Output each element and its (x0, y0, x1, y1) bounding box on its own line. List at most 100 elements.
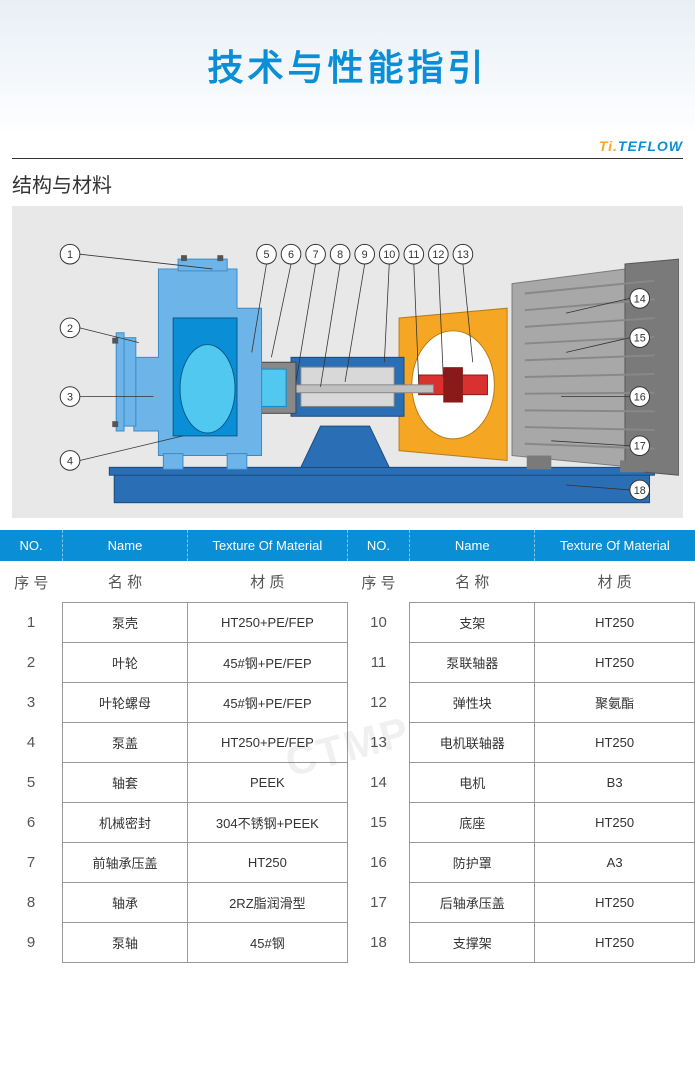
cell: 8 (0, 883, 63, 923)
cell: B3 (535, 763, 695, 803)
cell: HT250 (535, 643, 695, 683)
cell: 机械密封 (63, 803, 188, 843)
th-cn: 序 号 (0, 561, 63, 603)
cell: 12 (347, 683, 410, 723)
th-en: Texture Of Material (188, 530, 348, 561)
table-row: 4泵盖HT250+PE/FEP13电机联轴器HT250 (0, 723, 695, 763)
svg-text:1: 1 (67, 249, 73, 261)
svg-text:2: 2 (67, 323, 73, 335)
table-header-cn: 序 号名 称材 质序 号名 称材 质 (0, 561, 695, 603)
cell: 16 (347, 843, 410, 883)
cell: 45#钢+PE/FEP (188, 643, 348, 683)
cell: 泵壳 (63, 603, 188, 643)
brand-logo: Ti.TEFLOW (599, 138, 683, 154)
cell: HT250 (535, 883, 695, 923)
th-cn: 材 质 (535, 561, 695, 603)
cell: 轴套 (63, 763, 188, 803)
cell: 支架 (410, 603, 535, 643)
cell: 10 (347, 603, 410, 643)
cell: 18 (347, 923, 410, 963)
cell: 14 (347, 763, 410, 803)
th-en: Texture Of Material (535, 530, 695, 561)
cell: 支撑架 (410, 923, 535, 963)
th-cn: 名 称 (63, 561, 188, 603)
materials-table: NO.NameTexture Of MaterialNO.NameTexture… (0, 530, 695, 963)
cell: 叶轮 (63, 643, 188, 683)
cell: 6 (0, 803, 63, 843)
cell: 电机 (410, 763, 535, 803)
diagram-container: 123456789101112131415161718 (12, 206, 683, 518)
cell: 防护罩 (410, 843, 535, 883)
svg-text:8: 8 (337, 249, 343, 261)
banner-title: 技术与性能指引 (207, 39, 487, 91)
cell: 泵联轴器 (410, 643, 535, 683)
cell: 弹性块 (410, 683, 535, 723)
cell: 泵轴 (63, 923, 188, 963)
cell: 底座 (410, 803, 535, 843)
cell: 前轴承压盖 (63, 843, 188, 883)
th-cn: 名 称 (410, 561, 535, 603)
svg-text:7: 7 (313, 249, 319, 261)
svg-text:11: 11 (408, 249, 419, 261)
svg-text:18: 18 (634, 485, 646, 497)
table-row: 9泵轴45#钢18支撑架HT250 (0, 923, 695, 963)
table-container: NO.NameTexture Of MaterialNO.NameTexture… (0, 530, 695, 963)
table-body: 1泵壳HT250+PE/FEP10支架HT2502叶轮45#钢+PE/FEP11… (0, 603, 695, 963)
th-cn: 序 号 (347, 561, 410, 603)
svg-text:4: 4 (67, 455, 73, 467)
cell: 后轴承压盖 (410, 883, 535, 923)
table-row: 5轴套PEEK14电机B3 (0, 763, 695, 803)
cell: HT250+PE/FEP (188, 723, 348, 763)
cell: 45#钢+PE/FEP (188, 683, 348, 723)
cell: A3 (535, 843, 695, 883)
svg-text:17: 17 (634, 441, 646, 453)
svg-text:5: 5 (263, 249, 269, 261)
cell: 聚氨酯 (535, 683, 695, 723)
svg-text:12: 12 (432, 249, 444, 261)
cell: 304不锈钢+PEEK (188, 803, 348, 843)
cell: HT250 (535, 923, 695, 963)
cell: 17 (347, 883, 410, 923)
table-row: 2叶轮45#钢+PE/FEP11泵联轴器HT250 (0, 643, 695, 683)
cell: HT250 (188, 843, 348, 883)
cell: PEEK (188, 763, 348, 803)
cell: 2RZ脂润滑型 (188, 883, 348, 923)
cell: 45#钢 (188, 923, 348, 963)
th-en: Name (63, 530, 188, 561)
cell: 叶轮螺母 (63, 683, 188, 723)
th-en: NO. (0, 530, 63, 561)
table-header-en: NO.NameTexture Of MaterialNO.NameTexture… (0, 530, 695, 561)
cell: 轴承 (63, 883, 188, 923)
cell: 15 (347, 803, 410, 843)
pump-diagram: 123456789101112131415161718 (16, 210, 679, 514)
cell: 4 (0, 723, 63, 763)
svg-text:6: 6 (288, 249, 294, 261)
cell: HT250 (535, 603, 695, 643)
svg-text:10: 10 (383, 249, 395, 261)
svg-text:14: 14 (634, 293, 646, 305)
cell: 13 (347, 723, 410, 763)
cell: HT250 (535, 723, 695, 763)
svg-text:13: 13 (457, 249, 469, 261)
section-title: 结构与材料 (0, 159, 695, 206)
cell: 9 (0, 923, 63, 963)
cell: 1 (0, 603, 63, 643)
svg-text:9: 9 (362, 249, 368, 261)
cell: 5 (0, 763, 63, 803)
svg-text:16: 16 (634, 392, 646, 404)
th-en: Name (410, 530, 535, 561)
cell: 电机联轴器 (410, 723, 535, 763)
table-row: 1泵壳HT250+PE/FEP10支架HT250 (0, 603, 695, 643)
cell: 泵盖 (63, 723, 188, 763)
svg-text:15: 15 (634, 333, 646, 345)
cell: 11 (347, 643, 410, 683)
cell: HT250+PE/FEP (188, 603, 348, 643)
table-row: 3叶轮螺母45#钢+PE/FEP12弹性块聚氨酯 (0, 683, 695, 723)
cell: HT250 (535, 803, 695, 843)
th-en: NO. (347, 530, 410, 561)
cell: 7 (0, 843, 63, 883)
th-cn: 材 质 (188, 561, 348, 603)
logo-row: Ti.TEFLOW (0, 130, 695, 158)
svg-text:3: 3 (67, 392, 73, 404)
banner: 技术与性能指引 (0, 0, 695, 130)
